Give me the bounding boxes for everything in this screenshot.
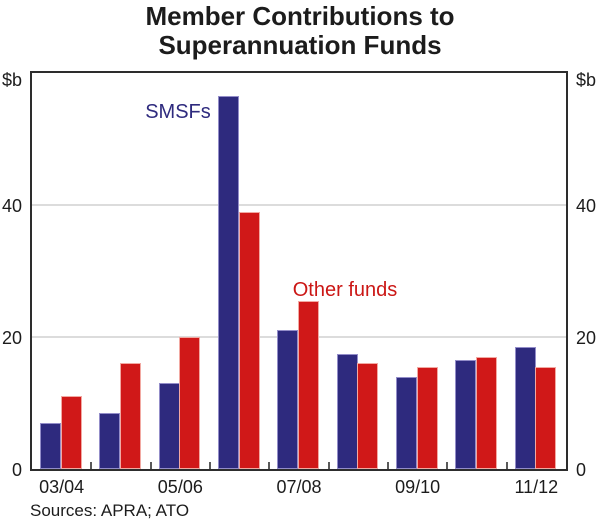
bar-other-03/04 (60, 396, 82, 469)
bar-smsf-09/10 (396, 376, 417, 469)
bar-other-09/10 (416, 366, 438, 469)
bar-smsf-06/07 (218, 96, 239, 469)
x-axis-tick-7 (446, 462, 449, 469)
chart-title-line2: Superannuation Funds (158, 30, 442, 60)
bar-smsf-10/11 (455, 360, 477, 469)
x-axis-tick-3 (209, 462, 211, 469)
y-axis-label-right-40: 40 (576, 196, 597, 216)
series-label-other-funds: Other funds (292, 279, 398, 301)
y-axis-unit-right: $b (576, 70, 597, 90)
bar-smsf-03/04 (40, 422, 61, 469)
y-axis-label-left-40: 40 (1, 196, 22, 216)
bar-other-10/11 (475, 356, 497, 469)
y-axis-label-right-0: 0 (576, 460, 587, 480)
chart-title: Member Contributions to Superannuation F… (0, 2, 600, 60)
x-axis-tick-1 (90, 462, 93, 469)
bar-other-04/05 (119, 363, 141, 469)
y-axis-label-left-20: 20 (1, 328, 22, 348)
bar-other-08/09 (357, 363, 379, 469)
bar-smsf-04/05 (99, 412, 121, 469)
y-axis-unit-left: $b (1, 70, 22, 90)
x-axis-tick-8 (505, 462, 508, 469)
bar-other-11/12 (535, 366, 557, 469)
plot-area (30, 71, 568, 471)
x-axis-tick-4 (268, 462, 271, 469)
gridline-40 (32, 204, 566, 206)
bar-other-06/07 (238, 211, 260, 469)
y-axis-label-right-20: 20 (576, 328, 597, 348)
x-axis-label-09/10: 09/10 (395, 477, 441, 497)
x-axis-label-05/06: 05/06 (157, 477, 203, 497)
series-label-smsfs: SMSFs (145, 101, 211, 123)
bar-smsf-07/08 (277, 330, 299, 469)
bar-other-05/06 (179, 337, 201, 469)
y-axis-label-left-0: 0 (11, 460, 22, 480)
source-note: Sources: APRA; ATO (30, 501, 190, 520)
x-axis-tick-6 (387, 462, 389, 469)
x-axis-tick-5 (327, 462, 330, 469)
bar-smsf-05/06 (158, 383, 180, 469)
x-axis-tick-2 (149, 462, 152, 469)
x-axis-label-11/12: 11/12 (514, 477, 559, 497)
chart-title-line1: Member Contributions to (145, 1, 455, 31)
bar-smsf-11/12 (514, 346, 536, 469)
bar-smsf-08/09 (336, 353, 358, 469)
x-axis-label-03/04: 03/04 (39, 477, 85, 497)
x-axis-label-07/08: 07/08 (276, 477, 322, 497)
bar-other-07/08 (297, 300, 319, 469)
